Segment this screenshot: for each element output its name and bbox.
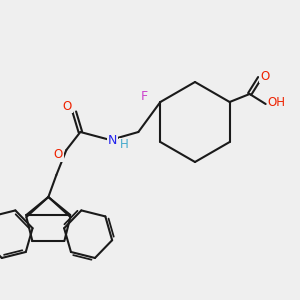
Text: OH: OH — [268, 97, 286, 110]
Text: O: O — [260, 70, 269, 83]
Text: H: H — [120, 139, 129, 152]
Text: F: F — [141, 89, 148, 103]
Text: O: O — [54, 148, 63, 161]
Text: O: O — [63, 100, 72, 112]
Text: N: N — [108, 134, 117, 146]
